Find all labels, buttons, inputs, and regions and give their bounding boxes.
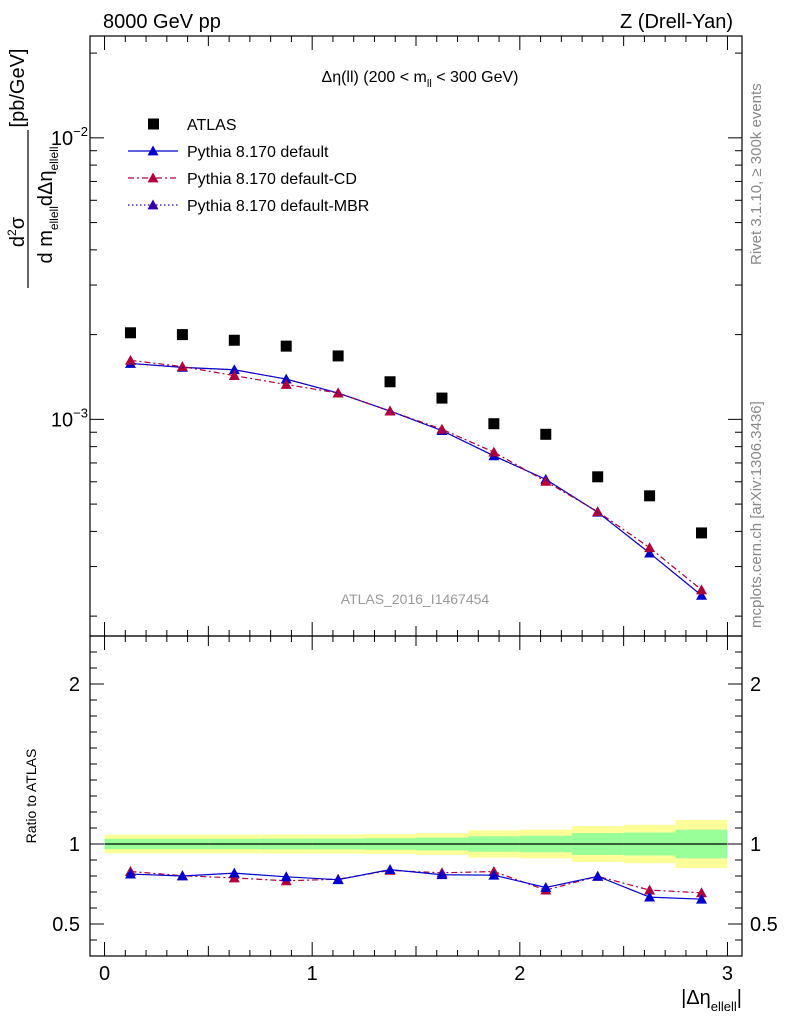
ratio-marker-0-4 — [332, 874, 344, 885]
series-marker-2-8 — [540, 475, 552, 486]
atlas-point-4 — [332, 350, 344, 362]
ratio-series-0 — [124, 864, 708, 904]
series-marker-2-4 — [332, 387, 344, 398]
y-axis-label-main: d2σ d mellelldΔηellell [pb/GeV] — [5, 49, 61, 288]
side-label-mcplots: mcplots.cern.ch [arXiv:1306.3436] — [748, 401, 765, 628]
series-marker-2-10 — [644, 542, 656, 553]
series-2 — [124, 354, 708, 595]
series-0 — [124, 327, 708, 539]
ratio-marker-0-3 — [280, 871, 292, 882]
ylabel-2: 2 — [5, 229, 19, 236]
xlabel-bar: | — [737, 987, 742, 1009]
x-tick-label-3: 3 — [722, 963, 733, 985]
ratio-line-0 — [130, 868, 702, 900]
legend-label-3: Pythia 8.170 default-MBR — [187, 198, 369, 215]
ratio-y-tick-label-left-0: 0.5 — [52, 914, 80, 936]
atlas-point-11 — [696, 527, 708, 539]
header-left: 8000 GeV pp — [103, 11, 221, 33]
main-panel: 10−3 10−2 ATLAS Pythia 8.170 default Pythia … — [51, 35, 743, 637]
ratio-y-tick-label-right-1: 1 — [750, 834, 761, 856]
x-tick-label-1: 1 — [307, 963, 318, 985]
series-1 — [124, 357, 708, 600]
legend-label-0: ATLAS — [187, 117, 237, 134]
atlas-point-3 — [280, 340, 292, 352]
series-marker-2-6 — [436, 423, 448, 434]
series-marker-2-1 — [176, 361, 188, 371]
y-axis-label-ratio: Ratio to ATLAS — [23, 749, 39, 844]
atlas-point-7 — [488, 418, 500, 430]
xlabel-main: |Δη — [681, 987, 711, 1009]
ratio-marker-0-5 — [384, 864, 396, 874]
series-3 — [130, 362, 702, 596]
ratio-marker-0-6 — [436, 869, 448, 880]
ylabel-sigma: σ — [7, 216, 29, 229]
ratio-marker-0-9 — [592, 870, 604, 881]
ratio-panel: 0.5 0.5 1 1 2 2 0 1 2 3 — [52, 635, 778, 985]
series-line-3 — [130, 362, 702, 596]
series-marker-1-10 — [644, 547, 656, 558]
xlabel-sub: ellell — [711, 999, 737, 1014]
ratio-marker-0-1 — [176, 870, 188, 881]
y-tick-label-1: 10−2 — [51, 124, 88, 150]
svg-text:d2σ: d2σ — [5, 216, 29, 247]
ratio-y-tick-label-left-2: 2 — [69, 674, 80, 696]
legend-marker-0 — [148, 118, 159, 130]
y-tick-label-0: 10−3 — [51, 405, 88, 431]
ratio-marker-0-0 — [124, 868, 136, 879]
ratio-marker-0-11 — [696, 893, 708, 904]
legend-marker-3 — [147, 199, 159, 210]
side-label-rivet: Rivet 3.1.10, ≥ 300k events — [748, 83, 765, 265]
series-marker-2-3 — [280, 378, 292, 389]
ratio-series-1 — [124, 864, 708, 898]
legend-marker-1 — [147, 145, 159, 156]
x-axis-label: |Δηellell| — [681, 987, 742, 1014]
ratio-marker-0-10 — [644, 891, 656, 902]
series-line-2 — [130, 359, 702, 591]
watermark: ATLAS_2016_I1467454 — [341, 591, 490, 607]
legend: ATLAS Pythia 8.170 default Pythia 8.170 de… — [128, 117, 369, 215]
ratio-marker-0-8 — [540, 882, 552, 892]
ratio-marker-0-2 — [228, 867, 240, 878]
ratio-y-tick-label-right-2: 2 — [750, 674, 761, 696]
ratio-marker-0-7 — [488, 869, 500, 880]
ratio-marker-1-11 — [696, 887, 708, 898]
svg-text:d mellelldΔηellell: d mellelldΔηellell — [35, 147, 61, 264]
plot-title-main: Δη(ll) (200 < m — [322, 69, 427, 86]
atlas-point-8 — [540, 428, 552, 440]
atlas-point-1 — [176, 329, 188, 341]
atlas-point-6 — [436, 392, 448, 404]
ylabel-ellell-2: ellell — [47, 147, 61, 171]
ylabel-d: d — [7, 236, 29, 247]
atlas-point-5 — [384, 376, 396, 388]
x-tick-label-0: 0 — [99, 963, 110, 985]
series-marker-2-9 — [592, 506, 604, 517]
atlas-point-2 — [228, 334, 240, 346]
series-marker-1-11 — [696, 589, 708, 600]
series-line-1 — [130, 362, 702, 596]
ylabel-dm: d m — [35, 230, 57, 263]
ylabel-unit: [pb/GeV] — [7, 49, 29, 128]
plot-title: Δη(ll) (200 < mll < 300 GeV) — [322, 69, 519, 90]
plot-title-rest: < 300 GeV) — [432, 69, 519, 86]
series-marker-2-0 — [124, 354, 136, 365]
ratio-y-tick-label-right-0: 0.5 — [750, 914, 778, 936]
series-marker-2-11 — [696, 584, 708, 595]
legend-marker-2 — [147, 172, 159, 183]
atlas-point-10 — [644, 490, 656, 502]
ratio-frame — [89, 635, 743, 957]
header-right: Z (Drell-Yan) — [620, 11, 733, 33]
atlas-point-0 — [124, 327, 136, 339]
atlas-point-9 — [592, 471, 604, 483]
legend-label-2: Pythia 8.170 default-CD — [187, 171, 357, 188]
plot-title-sub: ll — [427, 78, 432, 90]
ratio-marker-1-10 — [644, 884, 656, 895]
ylabel-ellell-1: ellell — [47, 206, 61, 230]
ylabel-deta: dΔη — [35, 171, 57, 207]
ratio-y-tick-label-left-1: 1 — [69, 834, 80, 856]
series-marker-2-2 — [228, 370, 240, 381]
x-tick-label-2: 2 — [514, 963, 525, 985]
legend-label-1: Pythia 8.170 default — [187, 144, 329, 161]
series-marker-2-7 — [488, 446, 500, 457]
